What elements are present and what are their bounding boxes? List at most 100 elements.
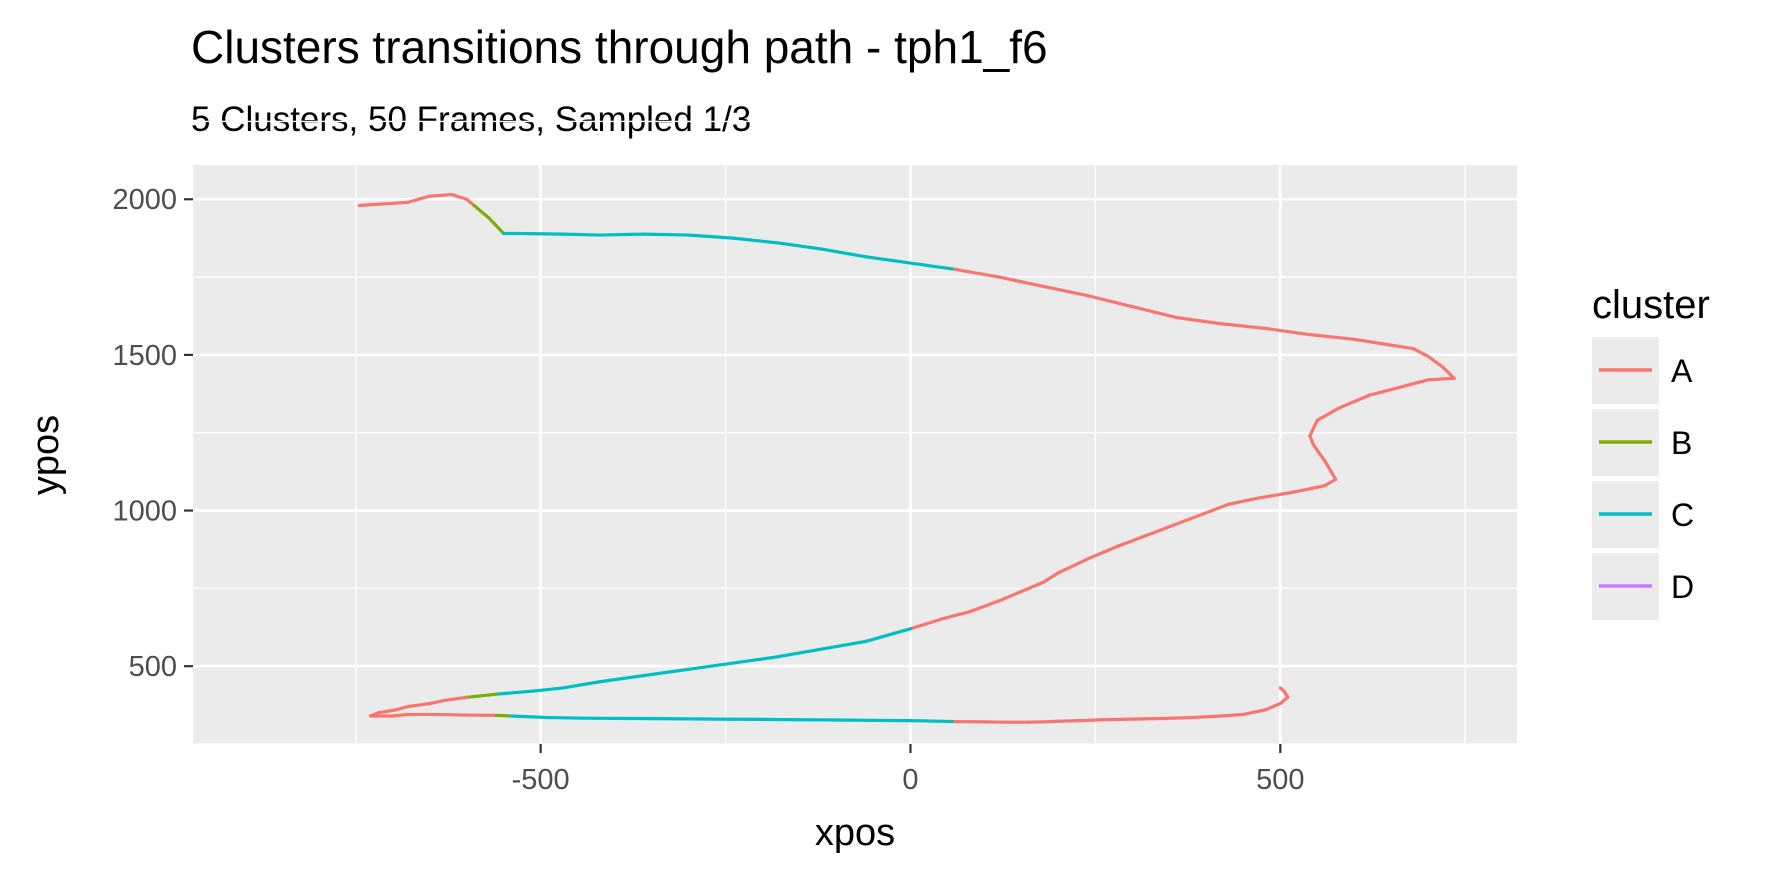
path-segment-A bbox=[1175, 315, 1223, 326]
path-segment-C bbox=[598, 673, 646, 684]
path-segment-A bbox=[1256, 490, 1297, 500]
legend-label: A bbox=[1671, 353, 1693, 389]
y-axis-ticks: 500 1000 1500 2000 bbox=[112, 184, 193, 683]
path-segment-A bbox=[1189, 714, 1223, 720]
path-segment-A bbox=[997, 589, 1024, 603]
path-segment-C bbox=[494, 689, 535, 696]
path-segment-C bbox=[516, 231, 565, 236]
path-segment-A bbox=[1323, 459, 1334, 475]
path-segment-A bbox=[1130, 716, 1164, 721]
y-tick-label: 2000 bbox=[112, 184, 177, 216]
x-tick-label: 0 bbox=[902, 764, 918, 796]
path-segment-C bbox=[820, 639, 868, 651]
y-tick-label: 1000 bbox=[112, 496, 177, 528]
path-segment-A bbox=[428, 192, 454, 198]
path-segment-A bbox=[1308, 434, 1316, 447]
path-segment-C bbox=[686, 233, 735, 240]
path-segment-A bbox=[1315, 406, 1342, 422]
path-segment-C bbox=[864, 627, 913, 643]
plot-panel bbox=[193, 165, 1517, 744]
path-segment-A bbox=[1441, 365, 1456, 380]
path-segment-A bbox=[1426, 376, 1456, 382]
path-segment-A bbox=[1367, 385, 1401, 397]
path-segment-A bbox=[1323, 477, 1338, 488]
legend-label: B bbox=[1671, 425, 1692, 461]
path-segment-A bbox=[1311, 443, 1327, 463]
path-segment-A bbox=[1152, 516, 1194, 534]
path-segment-A bbox=[1426, 354, 1445, 369]
path-segment-A bbox=[1019, 580, 1046, 594]
path-segment-A bbox=[1086, 544, 1120, 561]
path-segment-C bbox=[546, 715, 587, 720]
path-segment-C bbox=[775, 241, 824, 251]
path-segment-A bbox=[1226, 496, 1260, 506]
path-segment-A bbox=[1130, 305, 1179, 320]
path-segment-B bbox=[472, 203, 491, 220]
path-segment-C bbox=[908, 719, 957, 724]
path-segment-A bbox=[953, 267, 1001, 279]
path-segment-A bbox=[394, 705, 410, 712]
path-segment-A bbox=[1308, 333, 1356, 341]
y-tick-label: 1500 bbox=[112, 340, 177, 372]
path-segment-A bbox=[1086, 294, 1134, 309]
legend-entry-b: B bbox=[1592, 409, 1692, 476]
path-segment-A bbox=[1115, 530, 1157, 548]
path-segment-C bbox=[524, 715, 550, 720]
path-segment-C bbox=[642, 667, 691, 678]
path-segment-A bbox=[1263, 701, 1282, 712]
path-segment-A bbox=[1352, 337, 1386, 346]
legend-entry-c: C bbox=[1592, 481, 1694, 548]
path-segment-A bbox=[1337, 393, 1371, 410]
path-segment-A bbox=[1078, 718, 1105, 723]
path-segment-A bbox=[450, 192, 469, 201]
legend-entry-a: A bbox=[1592, 337, 1693, 404]
path-segment-A bbox=[1042, 571, 1061, 584]
path-segment-A bbox=[405, 194, 432, 204]
path-segment-C bbox=[908, 261, 957, 271]
path-segment-A bbox=[442, 695, 469, 703]
path-segment-C bbox=[561, 232, 602, 237]
path-segment-A bbox=[1056, 719, 1083, 723]
path-segment-C bbox=[731, 655, 779, 665]
path-segment-A bbox=[376, 708, 399, 715]
path-segment-A bbox=[1278, 686, 1286, 693]
x-tick-label: -500 bbox=[512, 764, 570, 796]
path-segment-A bbox=[997, 275, 1046, 289]
path-segment-A bbox=[938, 610, 972, 622]
path-segment-A bbox=[391, 712, 410, 718]
path-segment-A bbox=[908, 617, 942, 631]
x-tick-label: 500 bbox=[1256, 764, 1304, 796]
y-axis-label: ypos bbox=[25, 415, 67, 495]
x-axis-ticks: -500 0 500 bbox=[512, 744, 1305, 796]
path-segment-C bbox=[598, 232, 646, 237]
path-segment-A bbox=[1056, 557, 1090, 575]
chart-title: Clusters transitions through path - tph1… bbox=[191, 21, 1048, 73]
path-segment-A bbox=[1042, 719, 1061, 724]
legend-title: cluster bbox=[1592, 283, 1710, 327]
path-segment-C bbox=[531, 686, 565, 693]
legend-entry-d: D bbox=[1592, 553, 1694, 620]
path-segment-B bbox=[465, 692, 498, 699]
legend-label: D bbox=[1671, 569, 1694, 605]
path-segment-A bbox=[1382, 342, 1416, 351]
y-tick-label: 500 bbox=[129, 651, 177, 683]
path-segment-A bbox=[435, 712, 469, 717]
path-segment-B bbox=[494, 713, 513, 718]
path-segment-A bbox=[1241, 708, 1268, 717]
path-segment-A bbox=[1397, 378, 1430, 390]
path-segment-C bbox=[509, 714, 528, 719]
path-segment-A bbox=[1219, 322, 1268, 331]
path-segment-A bbox=[465, 197, 476, 208]
path-segment-A bbox=[1293, 484, 1327, 494]
path-segment-C bbox=[731, 236, 779, 245]
path-segment-A bbox=[357, 200, 410, 208]
legend-label: C bbox=[1671, 497, 1694, 533]
path-segment-A bbox=[1042, 284, 1090, 298]
path-segment-A bbox=[1219, 712, 1245, 718]
path-segment-A bbox=[1308, 418, 1319, 438]
path-segment-C bbox=[686, 661, 735, 671]
path-segment-A bbox=[428, 698, 447, 706]
